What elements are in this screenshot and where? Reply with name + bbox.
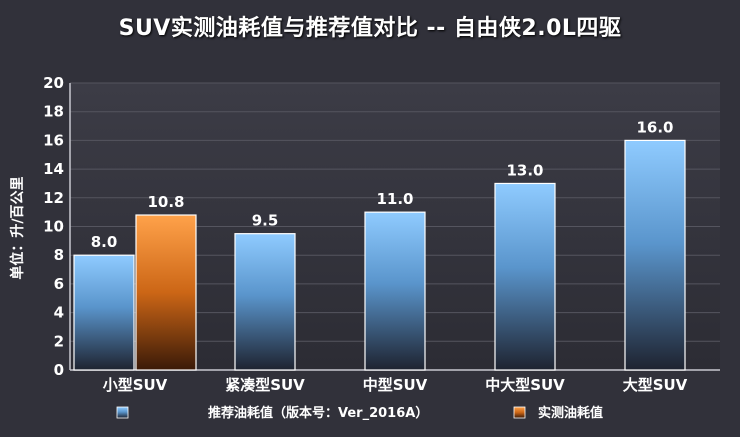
y-tick-label: 6 [54, 275, 64, 293]
bar [234, 233, 296, 371]
y-tick-label: 14 [43, 160, 64, 178]
data-label: 16.0 [636, 118, 673, 136]
y-axis-label: 单位：升/百公里 [9, 176, 26, 279]
legend-label: 推荐油耗值（版本号：Ver_2016A） [208, 405, 428, 421]
bar [364, 211, 426, 371]
y-tick-label: 8 [54, 246, 64, 264]
data-label: 9.5 [252, 212, 279, 230]
legend-label: 实测油耗值 [538, 405, 603, 421]
x-tick-label: 大型SUV [623, 376, 688, 394]
y-tick-label: 4 [54, 304, 64, 322]
y-tick-label: 20 [43, 74, 64, 92]
data-label: 8.0 [91, 233, 118, 251]
chart-title: SUV实测油耗值与推荐值对比 -- 自由侠2.0L四驱 [118, 16, 622, 41]
y-tick-label: 18 [43, 103, 64, 121]
data-label: 11.0 [376, 190, 413, 208]
x-tick-label: 小型SUV [103, 376, 168, 394]
legend-swatch [513, 406, 526, 419]
y-tick-label: 0 [54, 361, 64, 379]
data-label: 13.0 [506, 161, 543, 179]
x-tick-label: 中型SUV [363, 376, 428, 394]
bar [494, 182, 556, 371]
y-tick-label: 16 [43, 131, 64, 149]
bar [73, 254, 135, 371]
bar [624, 139, 686, 371]
y-tick-label: 2 [54, 332, 64, 350]
bar [135, 214, 197, 371]
x-tick-label: 紧凑型SUV [225, 376, 305, 394]
x-tick-label: 中大型SUV [485, 376, 565, 394]
y-tick-label: 10 [43, 218, 64, 236]
legend-swatch [116, 406, 129, 419]
data-label: 10.8 [147, 193, 184, 211]
y-tick-label: 12 [43, 189, 64, 207]
